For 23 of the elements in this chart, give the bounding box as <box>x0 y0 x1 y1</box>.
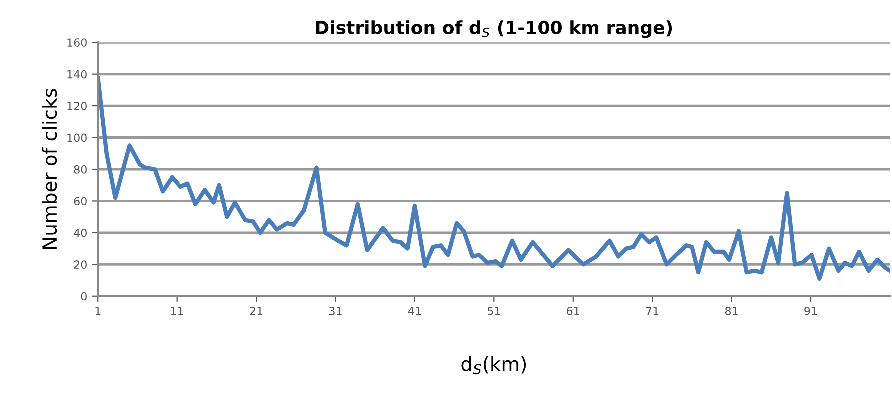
y-tick-label: 160 <box>68 38 87 48</box>
x-tick-label: 31 <box>330 306 342 316</box>
x-tick-label: 11 <box>171 307 184 316</box>
y-tick-label: 80 <box>74 165 87 174</box>
x-tick-label: 41 <box>408 307 421 316</box>
x-tick-label: 1 <box>96 307 101 316</box>
x-tick-label: 21 <box>250 306 263 316</box>
y-tick-label: 0 <box>81 292 87 301</box>
y-tick-label: 100 <box>68 134 87 142</box>
y-tick-label: 40 <box>74 228 87 238</box>
chart-title: Distribution of d$_{S}$ (1-100 km range) <box>316 20 672 38</box>
y-tick-label: 60 <box>74 197 87 206</box>
x-tick-label: 51 <box>488 307 500 316</box>
x-axis-title: d$_{S}$(km) <box>462 356 526 375</box>
x-tick-label: 91 <box>804 306 818 316</box>
y-tick-label: 140 <box>68 70 87 79</box>
x-tick-label: 81 <box>725 306 738 316</box>
y-tick-label: 20 <box>74 260 87 270</box>
line-series <box>98 75 890 282</box>
y-tick-label: 120 <box>68 102 87 110</box>
x-tick-label: 71 <box>646 307 659 316</box>
x-tick-label: 61 <box>567 306 580 316</box>
y-axis-title: Number of clicks <box>42 89 58 249</box>
